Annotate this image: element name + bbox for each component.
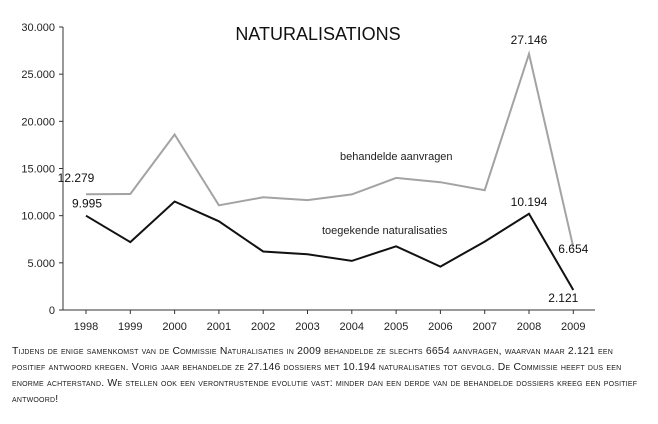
series-line-1 (85, 200, 575, 291)
chart-labels: NATURALISATIONS behandelde aanvragen toege… (58, 24, 589, 305)
x-tick-label: 2008 (517, 321, 541, 333)
data-label: 2.121 (548, 291, 578, 305)
x-tick-label: 2004 (340, 321, 364, 333)
data-label: 9.995 (72, 197, 102, 211)
y-tick-label: 15.000 (21, 164, 55, 176)
x-tick-label: 2002 (251, 321, 275, 333)
y-tick-label: 30.000 (21, 22, 55, 34)
chart-title: NATURALISATIONS (235, 24, 400, 44)
series-name-label: behandelde aanvragen (340, 151, 453, 163)
x-tick-label: 2001 (207, 321, 231, 333)
y-tick-label: 20.000 (21, 116, 55, 128)
x-tick-label: 2000 (162, 321, 186, 333)
x-tick-label: 2003 (295, 321, 319, 333)
chart-series (85, 50, 575, 291)
series-line-0 (85, 50, 575, 248)
y-tick-label: 10.000 (21, 211, 55, 223)
y-tick-label: 5.000 (27, 258, 55, 270)
line-chart: 0 5.000 10.000 15.000 20.000 25.000 30.000 1998… (21, 22, 595, 333)
x-tick-label: 2006 (428, 321, 452, 333)
y-tick-label: 25.000 (21, 69, 55, 81)
chart-axes: 0 5.000 10.000 15.000 20.000 25.000 30.000 1998… (21, 22, 595, 333)
series-name-label: toegekende naturalisaties (322, 225, 448, 237)
x-tick-label: 2005 (384, 321, 408, 333)
x-tick-label: 2007 (472, 321, 496, 333)
caption-text: Tijdens de enige samenkomst van de Commi… (12, 346, 638, 405)
data-label: 6.654 (558, 242, 588, 256)
data-label: 12.279 (58, 171, 95, 185)
x-tick-label: 2009 (561, 321, 585, 333)
x-tick-label: 1999 (118, 321, 142, 333)
y-tick-label: 0 (49, 305, 55, 317)
data-label: 10.194 (511, 195, 548, 209)
data-label: 27.146 (511, 33, 548, 47)
x-tick-label: 1998 (74, 321, 98, 333)
